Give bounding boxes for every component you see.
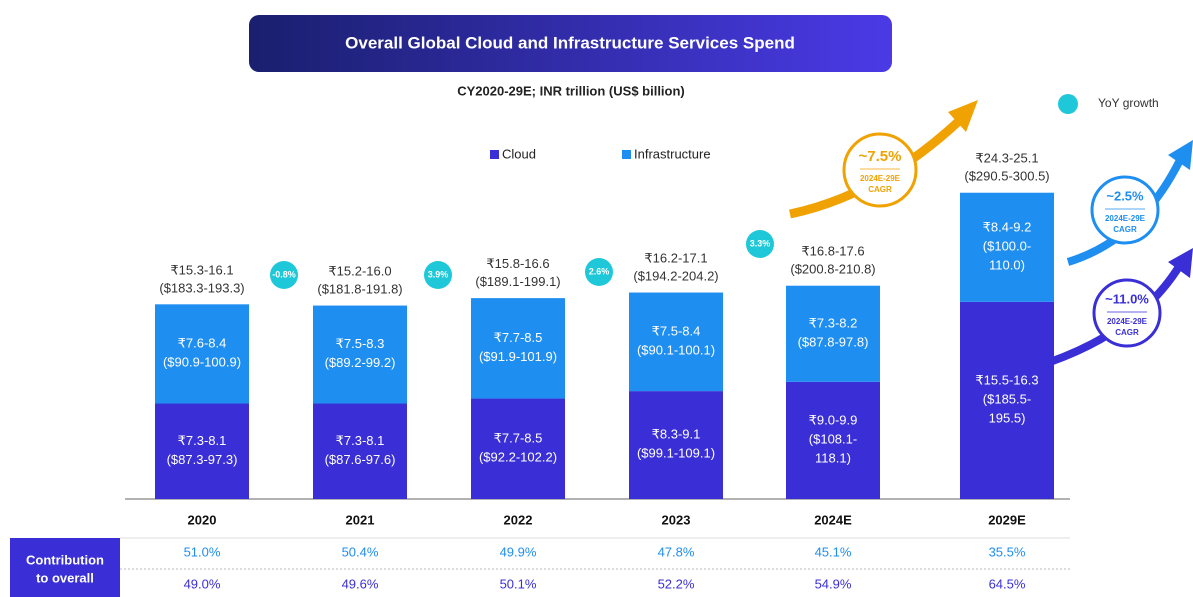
bar-segment: [629, 292, 723, 392]
table-header: Contribution: [26, 552, 104, 567]
yoy-label: -0.8%: [272, 269, 296, 279]
cagr-label: CAGR: [868, 185, 892, 194]
segment-label: ₹7.5-8.4 ($90.1-100.1): [637, 324, 715, 358]
bar-segment: [155, 403, 249, 499]
title-box: [249, 15, 892, 72]
x-tick-label: 2022: [504, 512, 533, 527]
x-tick-label: 2020: [188, 512, 217, 527]
segment-label: ₹7.3-8.1 ($87.3-97.3): [167, 433, 238, 467]
segment-label: ₹7.5-8.3 ($89.2-99.2): [325, 336, 396, 370]
table-cell: 49.6%: [342, 576, 379, 591]
legend-swatch: [622, 150, 631, 159]
yoy-label: 3.3%: [750, 238, 771, 248]
yoy-label: 3.9%: [428, 269, 449, 279]
segment-label: ₹9.0-9.9 ($108.1-118.1): [809, 413, 858, 466]
x-tick-label: 2023: [662, 512, 691, 527]
segment-label: ₹8.4-9.2 ($100.0-110.0): [983, 220, 1032, 273]
bar-segment: [786, 285, 880, 382]
table-cell: 50.1%: [500, 576, 537, 591]
cagr-value: ~2.5%: [1106, 188, 1144, 203]
table-cell: 51.0%: [184, 544, 221, 559]
table-cell: 45.1%: [815, 544, 852, 559]
total-label: ₹15.3-16.1 ($183.3-193.3): [159, 263, 244, 296]
yoy-label: 2.6%: [589, 266, 610, 276]
x-tick-label: 2024E: [814, 512, 852, 527]
table-cell: 50.4%: [342, 544, 379, 559]
cagr-arrowhead: [948, 100, 978, 132]
cagr-circle: [1092, 278, 1162, 348]
cagr-period: 2024E-29E: [1105, 214, 1146, 223]
cagr-circle: [1090, 175, 1160, 245]
cagr-period: 2024E-29E: [860, 174, 901, 183]
yoy-bubble: [746, 230, 774, 258]
x-tick-label: 2021: [346, 512, 375, 527]
segment-label: ₹7.6-8.4 ($90.9-100.9): [163, 336, 241, 370]
table-cell: 47.8%: [658, 544, 695, 559]
legend-label: Cloud: [502, 146, 536, 161]
cagr-label: CAGR: [1113, 225, 1137, 234]
legend-label: Infrastructure: [634, 146, 711, 161]
segment-label: ₹7.7-8.5 ($92.2-102.2): [479, 431, 557, 465]
total-label: ₹24.3-25.1 ($290.5-300.5): [964, 151, 1049, 184]
cagr-value: ~7.5%: [859, 148, 902, 165]
bar-segment: [471, 398, 565, 499]
cagr-arrowhead: [1168, 140, 1193, 170]
chart-title: Overall Global Cloud and Infrastructure …: [345, 33, 795, 52]
segment-label: ₹7.3-8.2 ($87.8-97.8): [798, 316, 869, 350]
segment-label: ₹8.3-9.1 ($99.1-109.1): [637, 427, 715, 461]
bar-segment: [786, 381, 880, 499]
total-label: ₹15.2-16.0 ($181.8-191.8): [317, 264, 402, 297]
total-label: ₹15.8-16.6 ($189.1-199.1): [475, 257, 560, 290]
cagr-arrowhead: [1168, 248, 1193, 278]
x-tick-label: 2029E: [988, 512, 1026, 527]
bar-segment: [313, 403, 407, 499]
yoy-bubble: [424, 261, 452, 289]
legend-swatch: [490, 150, 499, 159]
bar-segment: [960, 192, 1054, 302]
bar-segment: [471, 298, 565, 399]
table-cell: 54.9%: [815, 576, 852, 591]
bar-segment: [960, 301, 1054, 499]
cagr-value: ~11.0%: [1105, 291, 1149, 306]
segment-label: ₹7.3-8.1 ($87.6-97.6): [325, 433, 396, 467]
bar-segment: [313, 305, 407, 404]
cagr-circle: [842, 132, 918, 208]
yoy-legend-dot: [1058, 94, 1078, 114]
table-cell: 35.5%: [989, 544, 1026, 559]
table-cell: 49.9%: [500, 544, 537, 559]
table-cell: 49.0%: [184, 576, 221, 591]
yoy-bubble: [585, 258, 613, 286]
bar-segment: [629, 391, 723, 499]
yoy-bubble: [270, 261, 298, 289]
table-header-box: [10, 538, 120, 597]
total-label: ₹16.8-17.6 ($200.8-210.8): [790, 244, 875, 277]
segment-label: ₹15.5-16.3 ($185.5-195.5): [975, 373, 1038, 426]
bar-segment: [155, 304, 249, 404]
total-label: ₹16.2-17.1 ($194.2-204.2): [633, 251, 718, 284]
subtitle: CY2020-29E; INR trillion (US$ billion): [457, 83, 685, 98]
cagr-label: CAGR: [1115, 328, 1139, 337]
table-header: to overall: [36, 570, 94, 585]
table-cell: 64.5%: [989, 576, 1026, 591]
table-cell: 52.2%: [658, 576, 695, 591]
segment-label: ₹7.7-8.5 ($91.9-101.9): [479, 330, 557, 364]
cagr-period: 2024E-29E: [1107, 317, 1148, 326]
yoy-legend-label: YoY growth: [1098, 96, 1159, 110]
